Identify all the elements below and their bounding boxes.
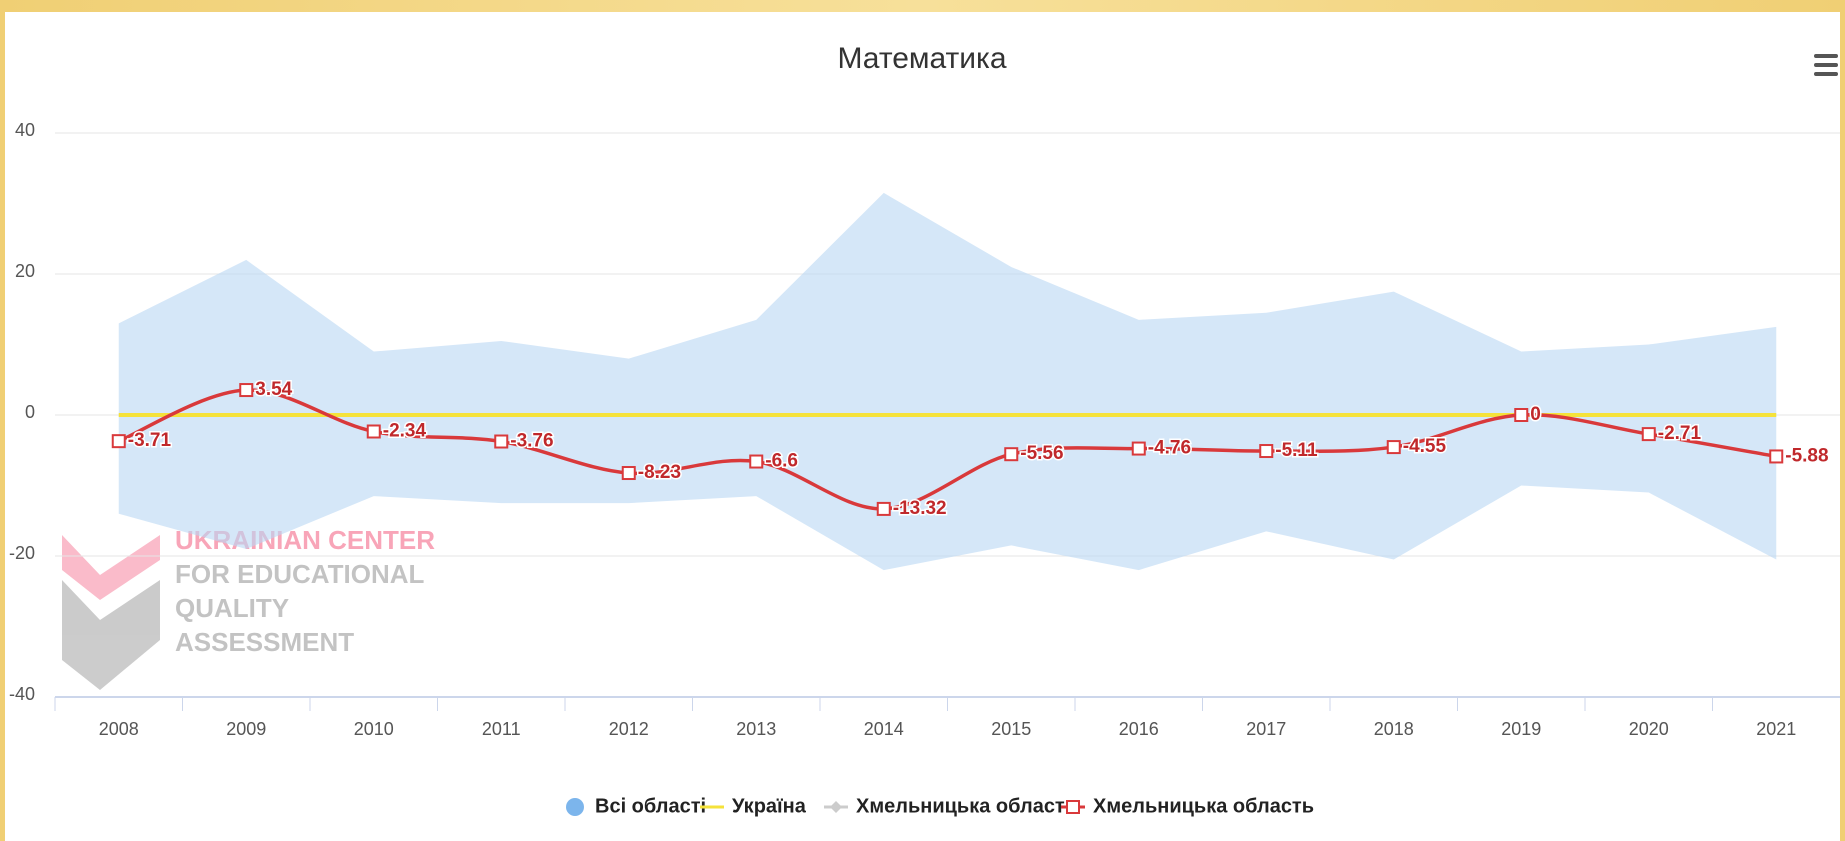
data-label: -5.88 [1785, 445, 1828, 466]
x-tick-label: 2012 [609, 719, 649, 739]
legend-label[interactable]: Хмельницька область [856, 795, 1077, 817]
watermark-logo [62, 535, 160, 690]
series-line [118, 388, 1777, 511]
data-label: -2.71 [1658, 423, 1702, 444]
data-label: -5.56 [1020, 443, 1063, 464]
x-tick-label: 2009 [226, 719, 266, 739]
x-tick-label: 2008 [99, 719, 139, 739]
legend-label[interactable]: Україна [732, 795, 807, 817]
watermark-text: ASSESSMENT [175, 627, 354, 657]
y-tick-label: -40 [9, 684, 35, 704]
x-tick-label: 2016 [1119, 719, 1159, 739]
y-tick-label: 40 [15, 120, 35, 140]
data-label: -13.32 [893, 498, 947, 519]
x-tick-label: 2017 [1246, 719, 1286, 739]
point-marker [366, 424, 381, 439]
data-label: 0 [1530, 404, 1541, 425]
data-label: -2.34 [383, 421, 427, 442]
point-marker [1131, 441, 1146, 456]
data-label: -4.55 [1403, 436, 1447, 457]
point-marker [1004, 447, 1019, 462]
x-tick-label: 2015 [991, 719, 1031, 739]
chart-title: Математика [837, 42, 1006, 75]
data-label: -5.11 [1275, 440, 1318, 461]
point-marker [1514, 408, 1529, 422]
x-tick-label: 2013 [736, 719, 776, 739]
x-tick-label: 2011 [482, 719, 521, 739]
point-marker [749, 454, 764, 469]
point-marker [239, 383, 254, 398]
x-tick-label: 2018 [1374, 719, 1414, 739]
x-tick-label: 2020 [1629, 719, 1669, 739]
x-tick-label: 2019 [1501, 719, 1541, 739]
point-marker [876, 501, 891, 516]
legend-label[interactable]: Хмельницька область [1093, 795, 1314, 817]
point-marker [1641, 427, 1656, 442]
y-tick-label: 20 [15, 261, 35, 281]
watermark-text: QUALITY [175, 593, 289, 623]
point-marker [621, 466, 636, 481]
legend-label[interactable]: Всі області [595, 795, 706, 817]
data-label: -8.23 [638, 462, 681, 483]
data-label: -6.6 [765, 451, 798, 472]
y-tick-label: 0 [25, 402, 35, 422]
legend-symbol [830, 801, 842, 813]
x-tick-label: 2010 [354, 719, 394, 739]
data-label: -3.71 [128, 430, 172, 451]
data-label: 3.54 [255, 379, 292, 400]
range-area [118, 192, 1777, 571]
x-tick-label: 2021 [1756, 719, 1796, 739]
menu-icon[interactable] [1814, 54, 1838, 76]
point-marker [494, 434, 509, 449]
point-marker [111, 434, 126, 449]
legend-symbol [566, 798, 584, 816]
point-marker [1769, 449, 1784, 464]
point-marker [1259, 444, 1274, 459]
y-tick-label: -20 [9, 543, 35, 563]
data-label: -4.76 [1148, 438, 1191, 459]
x-tick-label: 2014 [864, 719, 904, 739]
data-label: -3.76 [510, 431, 553, 452]
watermark-text: FOR EDUCATIONAL [175, 559, 425, 589]
point-marker [1386, 440, 1401, 455]
legend-symbol [1066, 800, 1080, 814]
